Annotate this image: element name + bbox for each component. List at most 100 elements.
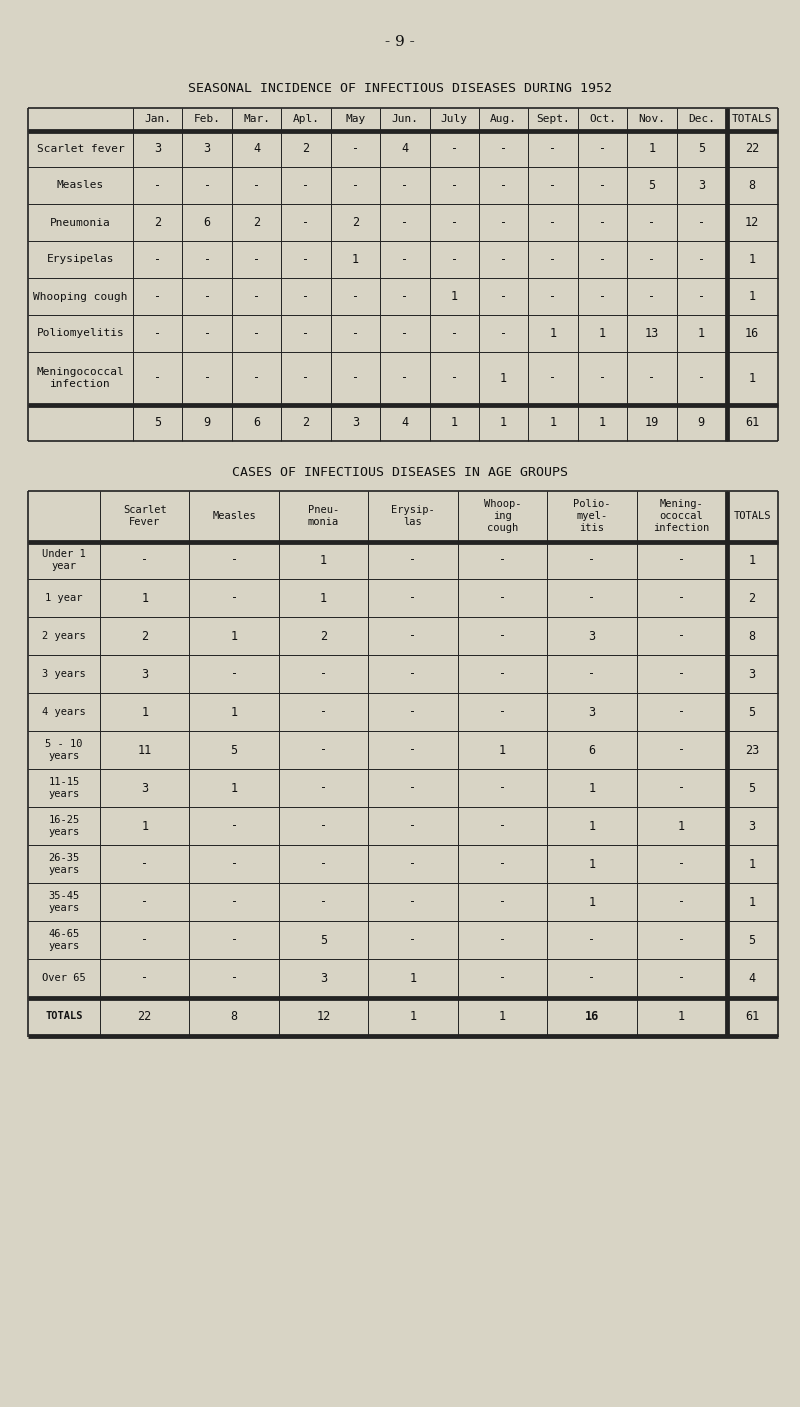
Text: Aug.: Aug.: [490, 114, 517, 124]
Text: 3 years: 3 years: [42, 668, 86, 680]
Text: -: -: [320, 705, 327, 719]
Text: -: -: [410, 781, 417, 795]
Text: Under 1
year: Under 1 year: [42, 549, 86, 571]
Text: -: -: [410, 667, 417, 681]
Text: 1: 1: [749, 895, 755, 909]
Text: TOTALS: TOTALS: [732, 114, 772, 124]
Text: -: -: [302, 253, 310, 266]
Text: -: -: [352, 371, 359, 384]
Text: 11: 11: [138, 743, 152, 757]
Text: -: -: [302, 326, 310, 340]
Text: 6: 6: [203, 217, 210, 229]
Text: Erysip-
las: Erysip- las: [391, 505, 435, 526]
Text: Over 65: Over 65: [42, 974, 86, 983]
Text: -: -: [698, 290, 705, 303]
Text: 3: 3: [749, 667, 755, 681]
Text: 2: 2: [320, 629, 327, 643]
Text: 2: 2: [352, 217, 359, 229]
Text: -: -: [230, 667, 238, 681]
Text: 8: 8: [230, 1009, 238, 1023]
Text: 1: 1: [749, 371, 755, 384]
Text: -: -: [141, 857, 148, 871]
Text: 1: 1: [588, 857, 595, 871]
Text: 1: 1: [500, 416, 507, 429]
Text: -: -: [678, 629, 685, 643]
Text: 1: 1: [410, 971, 417, 985]
Text: 5 - 10
years: 5 - 10 years: [46, 739, 82, 761]
Text: 1: 1: [678, 819, 685, 833]
Text: Dec.: Dec.: [688, 114, 714, 124]
Text: -: -: [599, 371, 606, 384]
Text: Oct.: Oct.: [589, 114, 616, 124]
Text: 22: 22: [138, 1009, 152, 1023]
Text: -: -: [154, 253, 162, 266]
Text: -: -: [320, 819, 327, 833]
Text: 2: 2: [253, 217, 260, 229]
Text: -: -: [500, 290, 507, 303]
Text: 2 years: 2 years: [42, 630, 86, 642]
Text: -: -: [230, 895, 238, 909]
Text: -: -: [410, 895, 417, 909]
Text: -: -: [599, 290, 606, 303]
Text: -: -: [402, 371, 408, 384]
Text: Meningococcal
infection: Meningococcal infection: [37, 367, 124, 388]
Text: -: -: [550, 371, 557, 384]
Text: 22: 22: [745, 142, 759, 155]
Text: -: -: [320, 895, 327, 909]
Text: -: -: [648, 371, 655, 384]
Text: -: -: [410, 857, 417, 871]
Text: 46-65
years: 46-65 years: [48, 929, 80, 951]
Text: -: -: [154, 326, 162, 340]
Text: -: -: [648, 217, 655, 229]
Text: -: -: [499, 629, 506, 643]
Text: -: -: [154, 371, 162, 384]
Text: Scarlet fever: Scarlet fever: [37, 144, 124, 153]
Text: -: -: [352, 142, 359, 155]
Text: 4 years: 4 years: [42, 706, 86, 718]
Text: 1 year: 1 year: [46, 592, 82, 604]
Text: 5: 5: [749, 933, 755, 947]
Text: -: -: [599, 253, 606, 266]
Text: -: -: [203, 326, 210, 340]
Text: -: -: [230, 591, 238, 605]
Text: 1: 1: [352, 253, 359, 266]
Text: -: -: [320, 781, 327, 795]
Text: -: -: [141, 895, 148, 909]
Text: May: May: [346, 114, 366, 124]
Text: -: -: [499, 933, 506, 947]
Text: Jun.: Jun.: [391, 114, 418, 124]
Text: -: -: [500, 142, 507, 155]
Text: -: -: [320, 743, 327, 757]
Text: 1: 1: [230, 705, 238, 719]
Text: -: -: [253, 326, 260, 340]
Text: 3: 3: [698, 179, 705, 191]
Text: 3: 3: [141, 781, 148, 795]
Text: 6: 6: [253, 416, 260, 429]
Text: -: -: [678, 667, 685, 681]
Text: 61: 61: [745, 1009, 759, 1023]
Text: -: -: [599, 217, 606, 229]
Text: -: -: [410, 819, 417, 833]
Text: 1: 1: [698, 326, 705, 340]
Text: July: July: [441, 114, 468, 124]
Text: -: -: [302, 217, 310, 229]
Text: -: -: [154, 290, 162, 303]
Text: -: -: [588, 667, 595, 681]
Text: -: -: [154, 179, 162, 191]
Text: -: -: [678, 933, 685, 947]
Text: 1: 1: [599, 326, 606, 340]
Text: 4: 4: [402, 416, 408, 429]
Text: -: -: [253, 290, 260, 303]
Text: -: -: [678, 553, 685, 567]
Text: -: -: [203, 179, 210, 191]
Text: 8: 8: [749, 629, 755, 643]
Text: -: -: [320, 667, 327, 681]
Text: 3: 3: [352, 416, 359, 429]
Text: 1: 1: [320, 591, 327, 605]
Text: -: -: [141, 971, 148, 985]
Text: 1: 1: [410, 1009, 417, 1023]
Text: 1: 1: [500, 371, 507, 384]
Text: 1: 1: [749, 253, 755, 266]
Text: -: -: [500, 217, 507, 229]
Text: 26-35
years: 26-35 years: [48, 853, 80, 875]
